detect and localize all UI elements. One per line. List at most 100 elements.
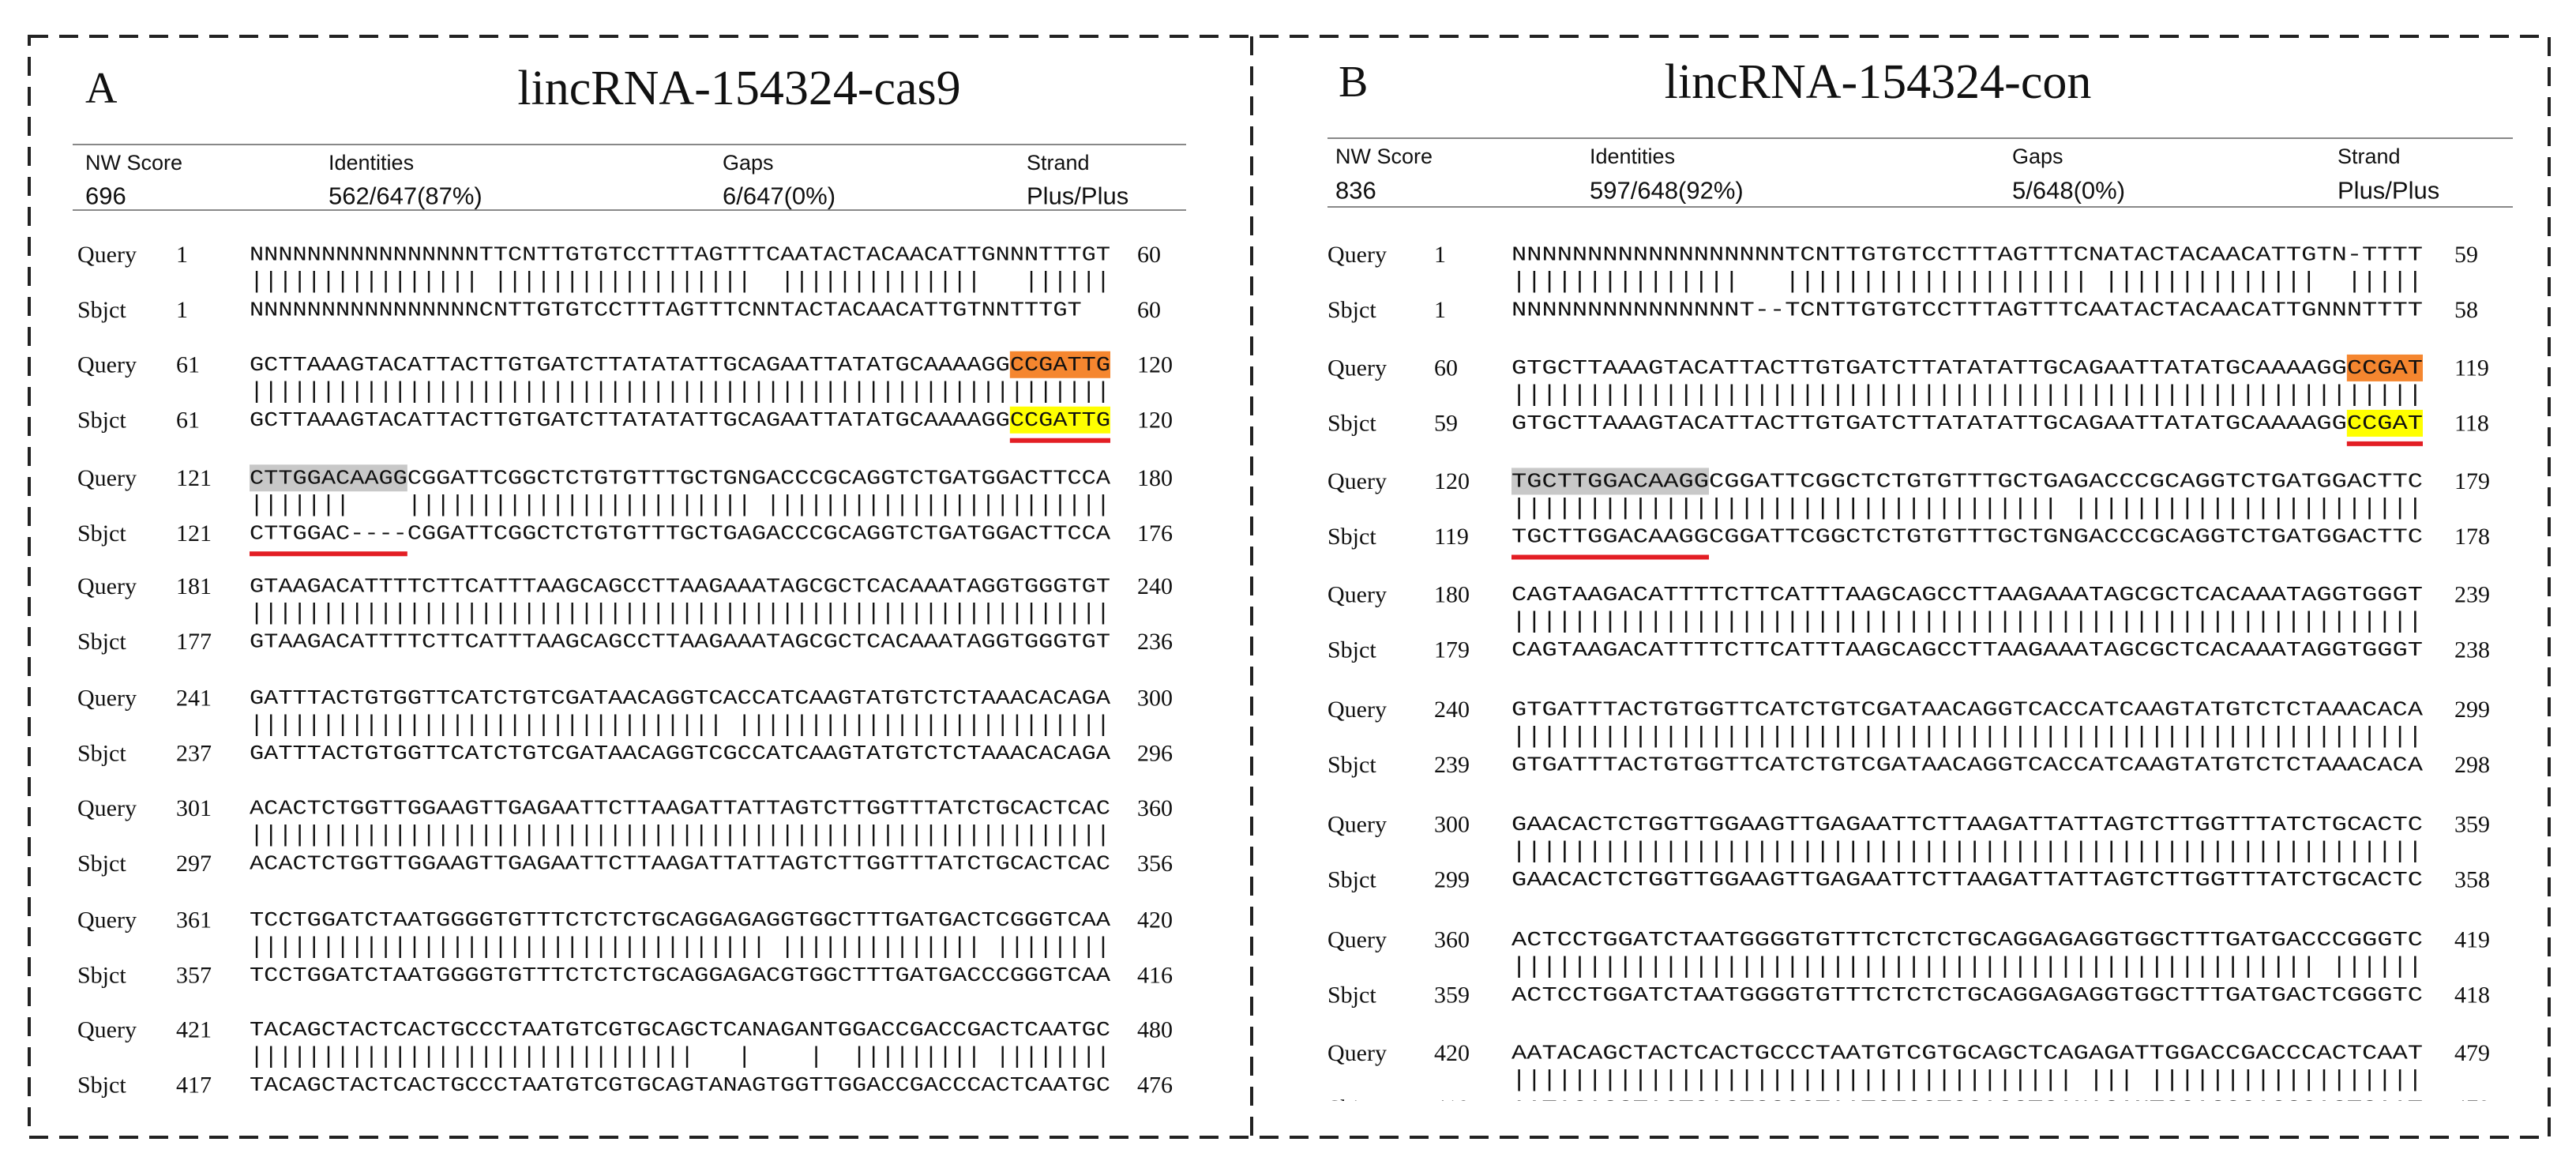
row-end: 238 xyxy=(2454,637,2490,663)
sequence: NNNNNNNNNNNNNNNNTTCNTTGTGTCCTTTAGTTTCAAT… xyxy=(250,242,1110,266)
row-label: Query xyxy=(1327,468,1387,494)
row-start: 241 xyxy=(176,686,212,712)
header-label: Gaps xyxy=(723,151,774,175)
sequence: GTGCTTAAAGTACATTACTTGTGATCTTATATATTGCAGA… xyxy=(1511,411,2347,435)
row-label: Query xyxy=(77,907,137,933)
row-start: 239 xyxy=(1434,752,1470,778)
sequence: GCTTAAAGTACATTACTTGTGATCTTATATATTGCAGAAT… xyxy=(250,408,1010,432)
row-label: Sbjct xyxy=(1327,410,1376,436)
row-label: Sbjct xyxy=(77,1072,126,1099)
row-start: 119 xyxy=(1434,524,1469,550)
row-end: 360 xyxy=(1137,795,1173,821)
row-start: 301 xyxy=(176,795,212,821)
sequence: TACAGCTACTCACTGCCCTAATGTCGTGCAGCTCANAGAN… xyxy=(250,1018,1110,1042)
row-label: Sbjct xyxy=(77,297,126,323)
header-value: 696 xyxy=(85,182,126,210)
row-label: Sbjct xyxy=(77,962,126,988)
row-label: Sbjct xyxy=(1327,982,1376,1008)
row-label: Query xyxy=(1327,355,1387,381)
row-start: 297 xyxy=(176,851,212,877)
row-label: Sbjct xyxy=(77,851,126,877)
match-line: ||||||||||||||||||||||||||||||||||||||||… xyxy=(1511,954,2423,981)
row-label: Query xyxy=(77,573,137,599)
header-value: 836 xyxy=(1335,177,1376,205)
match-line: |||||||||||||||| |||||||||||||||||| ||||… xyxy=(250,269,1110,295)
sequence: GTAAGACATTTTCTTCATTTAAGCAGCCTTAAGAAATAGC… xyxy=(250,575,1110,599)
header-label: Gaps xyxy=(2012,145,2063,168)
row-label: Query xyxy=(1327,1040,1387,1066)
sequence: TCCTGGATCTAATGGGGTGTTTCTCTCTGCAGGAGACGTG… xyxy=(250,964,1110,987)
row-start: 299 xyxy=(1434,867,1470,893)
sequence: CCGATTG xyxy=(1010,353,1110,377)
row-end: 239 xyxy=(2454,581,2490,607)
row-end: 120 xyxy=(1137,407,1173,433)
row-label: Sbjct xyxy=(1327,752,1376,778)
row-label: Sbjct xyxy=(1327,297,1376,323)
row-end: 176 xyxy=(1137,520,1173,547)
row-start: 180 xyxy=(1434,581,1470,607)
row-end: 120 xyxy=(1137,351,1173,378)
row-label: Query xyxy=(77,686,137,712)
row-label: Query xyxy=(77,465,137,491)
row-start: 121 xyxy=(176,465,212,491)
match-line: ||||||| |||||||||||||||||||||||| |||||||… xyxy=(250,492,1110,519)
row-end: 299 xyxy=(2454,697,2490,723)
header-label: Strand xyxy=(2338,145,2401,168)
row-start: 421 xyxy=(176,1017,212,1043)
row-label: Sbjct xyxy=(1327,524,1376,550)
row-label: Sbjct xyxy=(1327,867,1376,893)
row-label: Sbjct xyxy=(1327,1095,1376,1121)
match-line: ||||||||||||||||||||||||||||||||||||||||… xyxy=(1511,724,2423,751)
panel-title: lincRNA-154324-con xyxy=(1665,55,2092,109)
header-label: Strand xyxy=(1027,151,1090,175)
row-end: 60 xyxy=(1137,297,1161,323)
header-value: 5/648(0%) xyxy=(2012,177,2125,205)
alignment: Query 1 59 NNNNNNNNNNNNNNNNNNTCNTTGTGTCCTTT… xyxy=(1327,242,2490,1121)
sequence: TGCTTGGACAAGG xyxy=(1511,469,1709,493)
sequence: CAGTAAGACATTTTCTTCATTTAAGCAGCCTTAAGAAATA… xyxy=(1511,638,2423,662)
sequence: CCGATTG xyxy=(1010,408,1110,432)
sequence: GTGCTTAAAGTACATTACTTGTGATCTTATATATTGCAGA… xyxy=(1511,356,2347,380)
row-start: 357 xyxy=(176,962,212,988)
row-start: 177 xyxy=(176,629,212,655)
sequence: AATACAGCTACTCACTGCCCTAATGTCGTGCAGCTCANAG… xyxy=(1511,1096,2423,1120)
header-label: Identities xyxy=(329,151,414,175)
row-label: Query xyxy=(77,351,137,378)
row-label: Sbjct xyxy=(1327,637,1376,663)
row-label: Query xyxy=(1327,697,1387,723)
sequence: GTGATTTACTGTGGTTCATCTGTCGATAACAGGTCACCAT… xyxy=(1511,753,2423,777)
row-end: 416 xyxy=(1137,962,1173,988)
header-value: Plus/Plus xyxy=(1027,182,1128,210)
alignment: Query 1 60 NNNNNNNNNNNNNNNNTTCNTTGTGTCCTTTA… xyxy=(77,242,1173,1099)
row-end: 240 xyxy=(1137,573,1173,599)
match-line: ||||||||||||||||||||||||||||||||||||||||… xyxy=(1511,839,2423,866)
row-start: 61 xyxy=(176,351,200,378)
row-label: Query xyxy=(1327,812,1387,838)
row-label: Sbjct xyxy=(77,407,126,433)
row-end: 480 xyxy=(1137,1017,1173,1043)
row-start: 300 xyxy=(1434,812,1470,838)
match-line: ||||||||||||||||||||||||||||||| | | ||||… xyxy=(250,1044,1110,1071)
sequence: CGGATTCGGCTCTGTGTTTGCTGAGACCCGCAGGTCTGAT… xyxy=(407,521,1111,545)
sequence: CGGATTCGGCTCTGTGTTTGCTGNGACCCGCAGGTCTGAT… xyxy=(1709,524,2423,548)
row-end: 60 xyxy=(1137,242,1161,268)
match-line: ||||||||||||||||||||||||||||||||||||| ||… xyxy=(1511,1067,2423,1094)
row-end: 478 xyxy=(2454,1095,2490,1121)
row-end: 178 xyxy=(2454,524,2490,550)
sequence-highlight xyxy=(250,464,407,492)
row-start: 1 xyxy=(1434,297,1446,323)
sequence: TACAGCTACTCACTGCCCTAATGTCGTGCAGTANAGTGGT… xyxy=(250,1073,1110,1097)
row-end: 298 xyxy=(2454,752,2490,778)
row-start: 360 xyxy=(1434,926,1470,952)
row-label: Sbjct xyxy=(77,741,126,767)
panel-letter: A xyxy=(85,64,118,113)
row-start: 1 xyxy=(1434,242,1446,268)
row-end: 419 xyxy=(2454,926,2490,952)
header-label: NW Score xyxy=(1335,145,1433,168)
match-line: ||||||||||||||||||||||||||||||||| ||||||… xyxy=(250,712,1110,739)
row-start: 179 xyxy=(1434,637,1470,663)
row-end: 418 xyxy=(2454,982,2490,1008)
row-end: 59 xyxy=(2454,242,2478,268)
sequence: CTTGGAC---- xyxy=(250,521,407,545)
